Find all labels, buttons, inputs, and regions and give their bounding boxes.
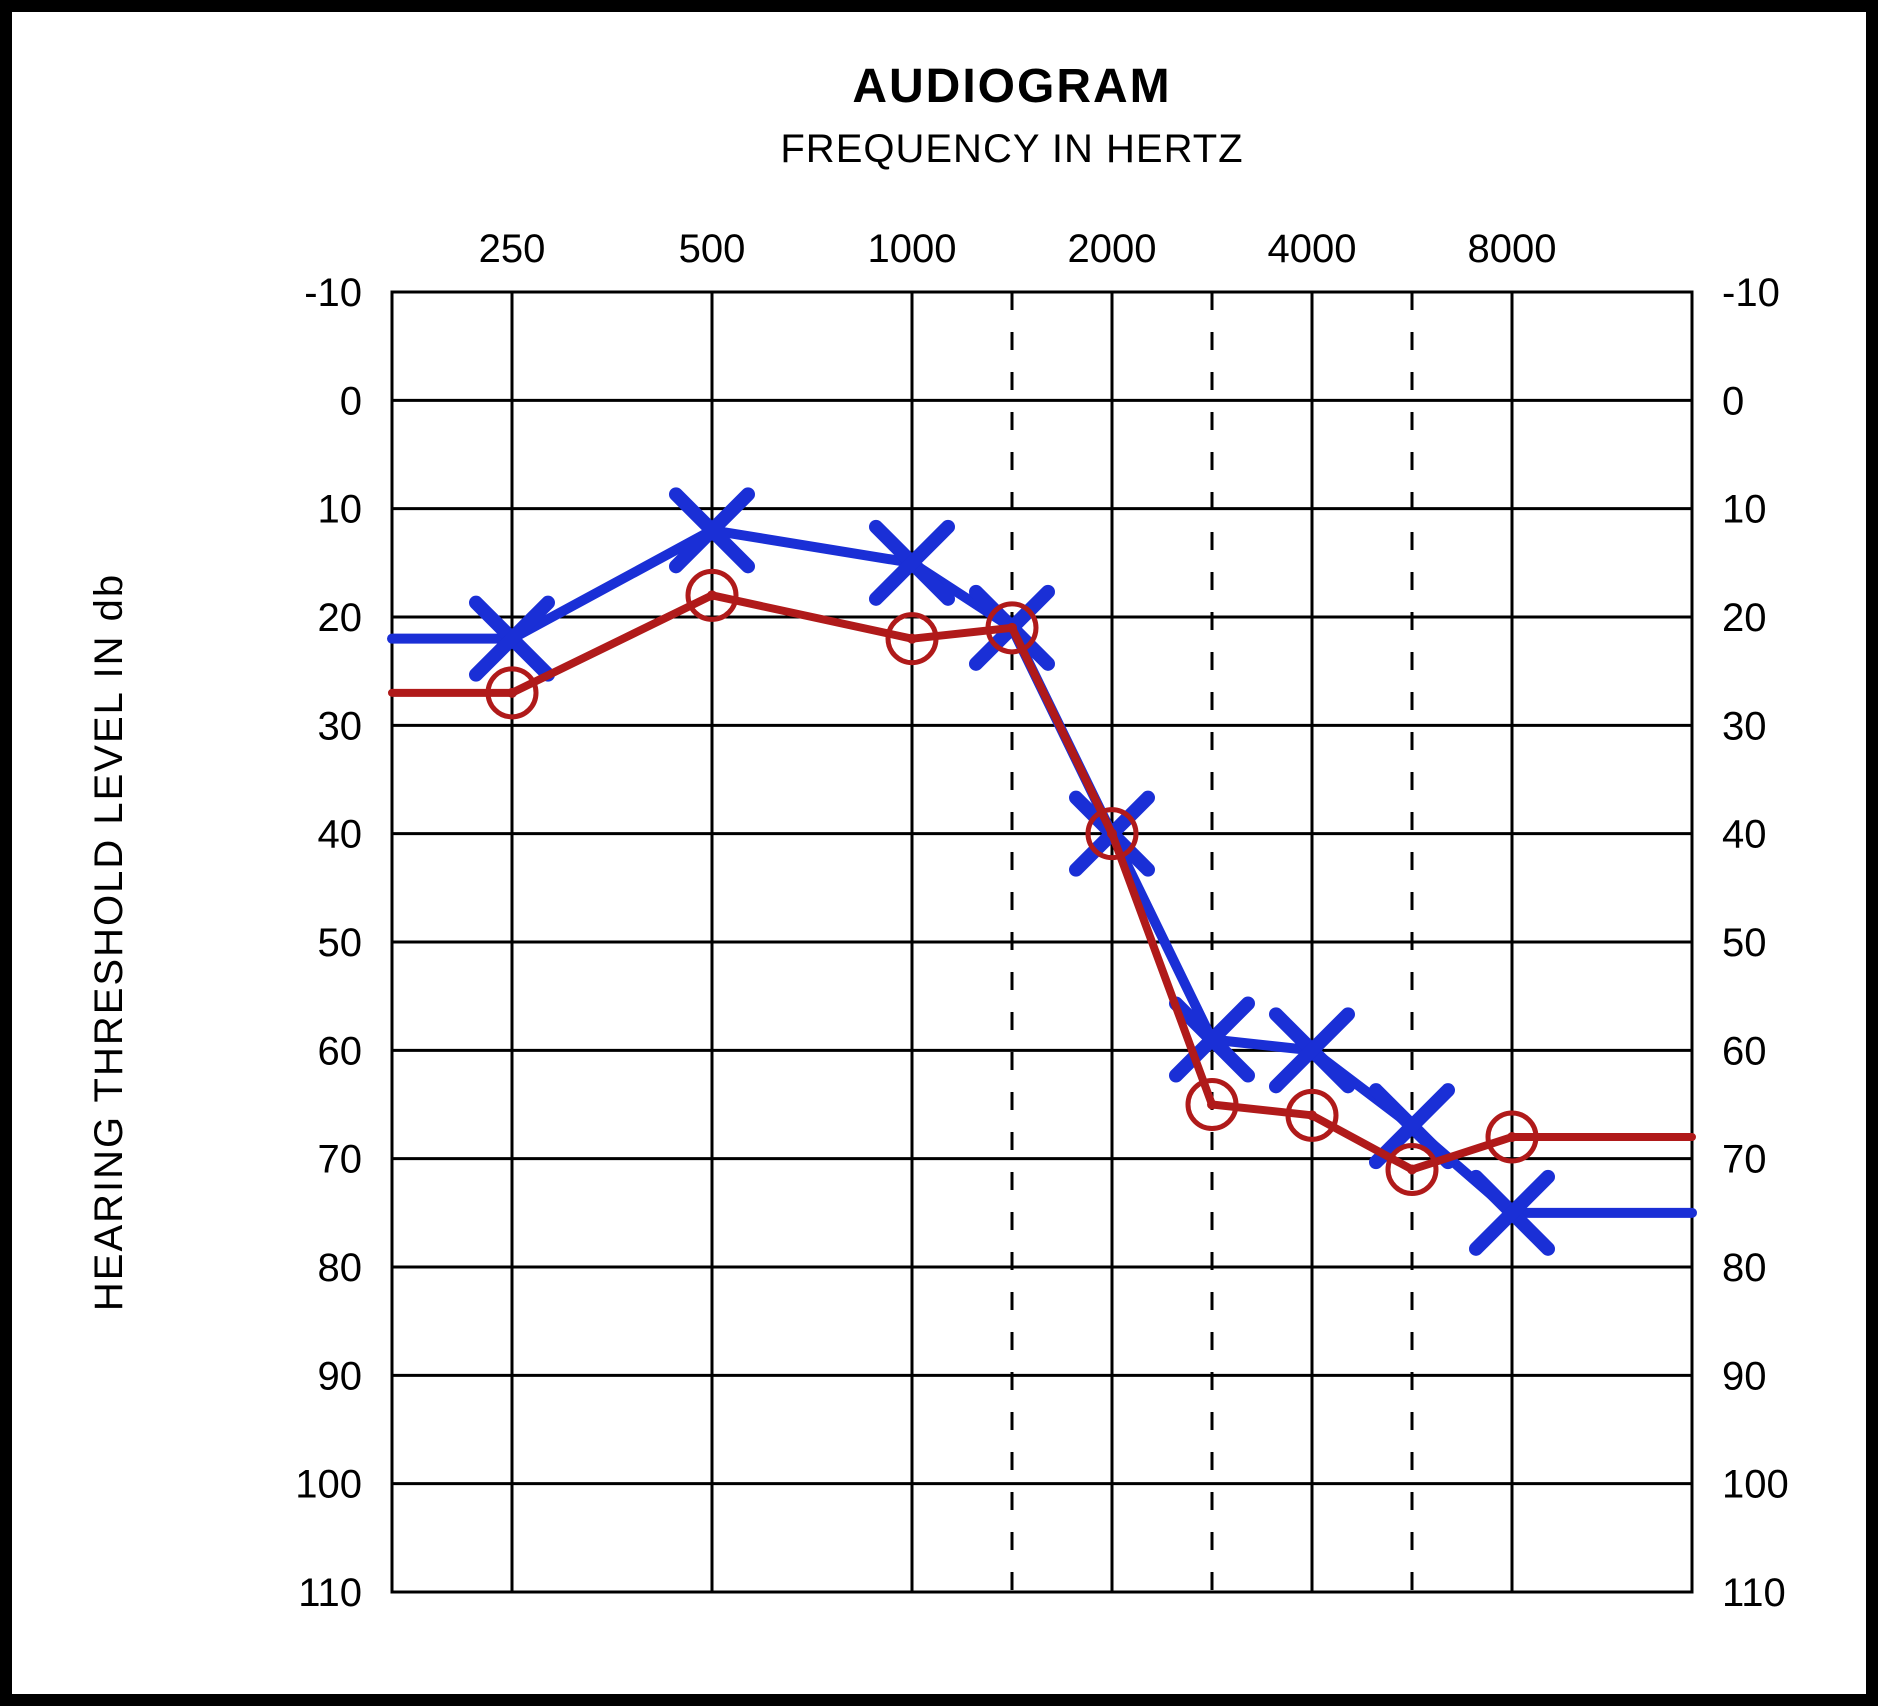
y-tick-label-left: 20 — [318, 596, 363, 640]
y-tick-label-right: 90 — [1722, 1354, 1767, 1398]
marker-o-dot — [1507, 1132, 1517, 1142]
y-tick-label-left: 30 — [318, 704, 363, 748]
x-tick-label: 250 — [479, 227, 546, 271]
marker-o-dot — [1007, 623, 1017, 633]
y-tick-label-left: 40 — [318, 813, 363, 857]
y-tick-label-right: 100 — [1722, 1463, 1789, 1507]
y-tick-label-right: 110 — [1722, 1571, 1786, 1615]
y-tick-label-left: 70 — [318, 1138, 363, 1182]
marker-o-dot — [1207, 1100, 1217, 1110]
y-tick-label-left: 110 — [298, 1571, 362, 1615]
y-tick-label-left: 60 — [318, 1029, 363, 1073]
series-line-left-ear-x — [392, 530, 1692, 1213]
x-tick-label: 500 — [679, 227, 746, 271]
y-tick-label-left: 100 — [295, 1463, 362, 1507]
y-tick-label-left: 50 — [318, 921, 363, 965]
y-tick-label-right: 30 — [1722, 704, 1767, 748]
marker-o-dot — [707, 590, 717, 600]
series-line-right-ear-o — [392, 595, 1692, 1169]
y-tick-label-left: 90 — [318, 1354, 363, 1398]
chart-title: AUDIOGRAM — [852, 60, 1171, 113]
marker-o-dot — [507, 688, 517, 698]
y-tick-label-right: 70 — [1722, 1138, 1767, 1182]
marker-o-dot — [907, 634, 917, 644]
y-tick-label-right: 20 — [1722, 596, 1767, 640]
y-tick-label-right: 40 — [1722, 813, 1767, 857]
y-tick-label-left: 80 — [318, 1246, 363, 1290]
y-tick-label-right: 10 — [1722, 488, 1767, 532]
y-tick-label-right: 0 — [1722, 379, 1744, 423]
audiogram-chart: AUDIOGRAM FREQUENCY IN HERTZ -10 -10 0 0 10 10 2… — [12, 12, 1866, 1694]
marker-o-dot — [1307, 1110, 1317, 1120]
marker-o-dot — [1407, 1165, 1417, 1175]
y-tick-label-left: 0 — [340, 379, 362, 423]
y-tick-label-left: -10 — [304, 271, 362, 315]
y-tick-label-right: -10 — [1722, 271, 1780, 315]
y-tick-label-right: 80 — [1722, 1246, 1767, 1290]
x-tick-label: 2000 — [1068, 227, 1157, 271]
chart-subtitle: FREQUENCY IN HERTZ — [780, 127, 1243, 171]
y-tick-label-right: 60 — [1722, 1029, 1767, 1073]
marker-o-dot — [1107, 829, 1117, 839]
x-tick-label: 8000 — [1468, 227, 1557, 271]
x-tick-label: 1000 — [868, 227, 957, 271]
chart-frame: AUDIOGRAM FREQUENCY IN HERTZ -10 -10 0 0 10 10 2… — [0, 0, 1878, 1706]
y-tick-label-right: 50 — [1722, 921, 1767, 965]
y-axis-label: HEARING THRESHOLD LEVEL IN db — [87, 573, 131, 1311]
y-tick-label-left: 10 — [318, 488, 363, 532]
x-tick-label: 4000 — [1268, 227, 1357, 271]
